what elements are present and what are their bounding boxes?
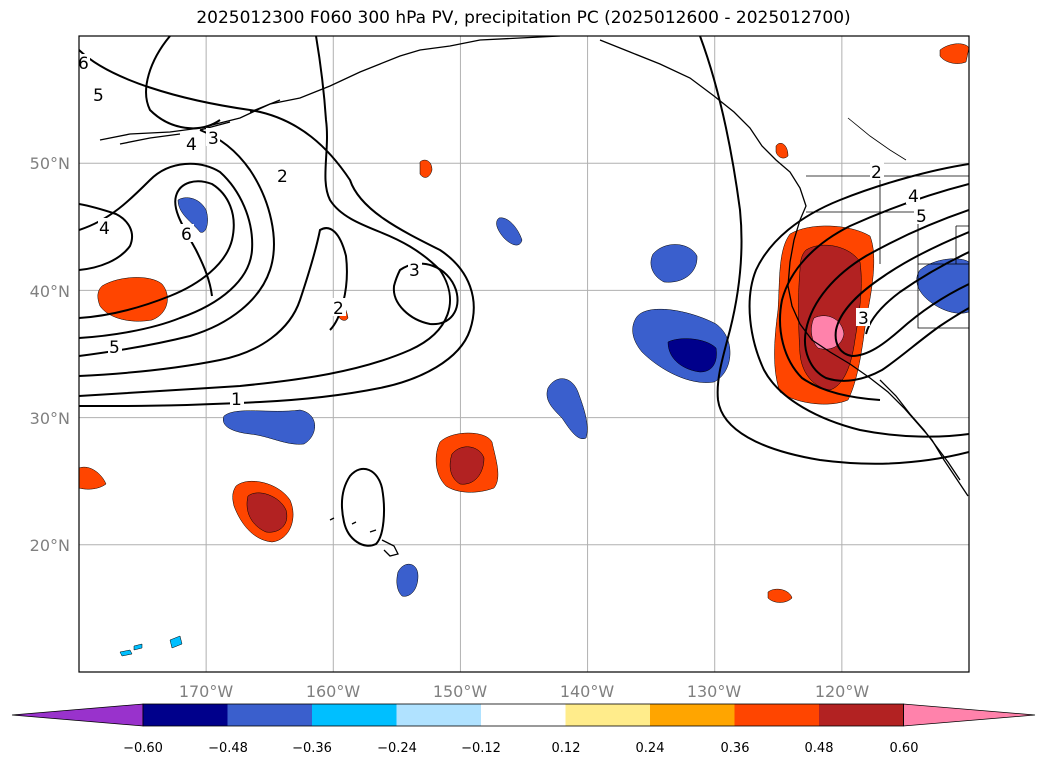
pv-label: 4 <box>908 187 919 207</box>
lon-label: 140°W <box>560 682 615 701</box>
colorbar-segment <box>143 704 228 726</box>
colorbar-segment <box>650 704 735 726</box>
colorbar-segment <box>227 704 313 726</box>
alaska-coast <box>99 36 561 141</box>
pv-label: 4 <box>186 135 197 155</box>
coastlines <box>99 36 969 557</box>
colorbar-tick-label: −0.48 <box>208 741 248 756</box>
pv-label: 3 <box>409 261 420 281</box>
pv-contour <box>392 262 459 326</box>
precip-pos-area <box>775 143 789 159</box>
precip-neg-area <box>222 409 315 445</box>
pv-label: 3 <box>208 129 219 149</box>
colorbar-segment <box>481 704 566 726</box>
colorbar-extend-max <box>903 703 1036 727</box>
colorbar-segment <box>565 704 651 726</box>
colorbar-labels: −0.60 −0.48 −0.36 −0.24 −0.12 0.12 0.24 … <box>123 741 918 756</box>
precip-neg-area <box>396 564 419 597</box>
pv-label: 5 <box>916 207 927 227</box>
pv-label: 4 <box>99 219 110 239</box>
colorbar-segment <box>312 704 397 726</box>
pv-contour <box>145 36 221 130</box>
pv-label: 1 <box>231 390 242 410</box>
pv-label: 2 <box>333 299 344 319</box>
alaska-panhandle <box>599 39 807 221</box>
colorbar-tick-label: 0.36 <box>721 741 750 756</box>
hawaii <box>329 517 399 557</box>
lon-label: 160°W <box>306 682 361 701</box>
precip-field <box>79 43 969 657</box>
lon-label: 130°W <box>687 682 742 701</box>
pv-contour <box>699 36 969 465</box>
map-frame <box>78 35 970 673</box>
colorbar-segment <box>734 704 820 726</box>
colorbar-segment <box>396 704 482 726</box>
pv-contour <box>79 162 254 339</box>
precip-neg-area <box>133 643 143 651</box>
precip-pos-core <box>449 446 485 485</box>
precip-neg-area <box>546 378 588 440</box>
baja-coast <box>879 379 961 481</box>
state-borders <box>806 117 969 329</box>
colorbar-tick-label: 0.12 <box>552 741 581 756</box>
pv-label: 5 <box>93 86 104 106</box>
pv-label: 2 <box>277 167 288 187</box>
colorbar-tick-label: 0.24 <box>636 741 665 756</box>
pv-contour <box>834 231 969 358</box>
pv-contour <box>79 203 134 271</box>
pv-contour <box>79 180 235 319</box>
latitude-labels: 50°N 40°N 30°N 20°N <box>30 154 70 555</box>
longitude-labels: 170°W 160°W 150°W 140°W 130°W 120°W <box>179 682 870 701</box>
precip-pos-area <box>79 466 107 490</box>
colorbar <box>11 703 1036 727</box>
pv-contour <box>341 467 385 547</box>
lat-label: 50°N <box>30 154 70 173</box>
pv-contours <box>79 36 969 547</box>
pv-contour <box>804 209 969 382</box>
precip-pos-area <box>419 159 433 178</box>
lon-label: 120°W <box>815 682 870 701</box>
precip-pos-core <box>246 492 288 533</box>
pv-label: 6 <box>78 54 89 74</box>
colorbar-tick-label: −0.60 <box>123 741 163 756</box>
pv-contour <box>748 163 969 438</box>
pv-label: 5 <box>109 338 120 358</box>
pv-contour-labels: 6 5 4 3 2 6 4 3 2 3 1 5 1 2 4 5 3 <box>78 54 928 410</box>
pv-contour <box>779 183 969 401</box>
precip-pos-area <box>939 43 969 64</box>
colorbar-tick-label: 0.48 <box>805 741 834 756</box>
colorbar-tick-label: −0.12 <box>461 741 501 756</box>
colorbar-extend-min <box>11 703 144 727</box>
colorbar-frame <box>142 703 904 727</box>
precip-neg-area <box>177 197 208 233</box>
pv-contour <box>79 129 275 357</box>
precip-pos-area <box>97 277 168 322</box>
colorbar-tick-label: −0.36 <box>292 741 332 756</box>
borders <box>806 117 969 329</box>
colorbar-tick-label: −0.24 <box>377 741 417 756</box>
pv-contour <box>865 251 969 335</box>
colorbar-segment <box>819 704 904 726</box>
lon-label: 150°W <box>433 682 488 701</box>
map-title: 2025012300 F060 300 hPa PV, precipitatio… <box>196 8 851 28</box>
pv-contour <box>79 227 348 377</box>
precip-neg-area <box>650 244 698 283</box>
precip-neg-area <box>496 217 523 246</box>
lon-label: 170°W <box>179 682 234 701</box>
pv-label: 3 <box>858 309 869 329</box>
precip-pos-area <box>767 588 793 603</box>
pv-label: 2 <box>871 163 882 183</box>
lat-label: 30°N <box>30 409 70 428</box>
precip-neg-area <box>169 635 183 649</box>
precip-neg-area <box>119 649 133 657</box>
precip-neg-core <box>667 338 717 373</box>
lat-label: 40°N <box>30 282 70 301</box>
colorbar-tick-label: 0.60 <box>890 741 919 756</box>
lat-label: 20°N <box>30 536 70 555</box>
pv-label: 6 <box>181 225 192 245</box>
pv-contour <box>79 49 475 407</box>
